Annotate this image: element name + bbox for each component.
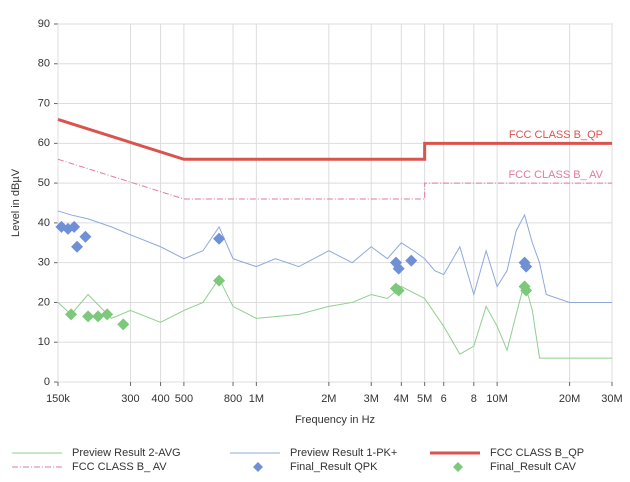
x-tick-label: 20M [559, 393, 580, 405]
x-tick-label: 4M [394, 393, 409, 405]
point [71, 240, 84, 253]
x-tick-label: 5M [417, 393, 432, 405]
x-tick-label: 3M [364, 393, 379, 405]
y-tick-label: 50 [38, 177, 50, 189]
legend-marker [253, 462, 263, 472]
point [117, 318, 130, 331]
point [68, 220, 81, 233]
point [65, 308, 78, 321]
legend-label: Preview Result 2-AVG [72, 447, 181, 459]
x-tick-label: 6 [441, 393, 447, 405]
point [520, 284, 533, 297]
y-tick-label: 30 [38, 257, 50, 269]
series-line [57, 277, 612, 359]
y-tick-label: 40 [38, 217, 50, 229]
plot-area [57, 23, 613, 383]
y-tick-label: 0 [44, 376, 50, 388]
legend-label: Final_Result QPK [290, 461, 378, 473]
point [82, 310, 95, 323]
y-tick-label: 60 [38, 137, 50, 149]
x-tick-label: 500 [175, 393, 193, 405]
point [392, 284, 405, 297]
legend-label: FCC CLASS B_QP [490, 447, 584, 459]
x-tick-label: 30M [601, 393, 622, 405]
x-tick-label: 800 [224, 393, 242, 405]
x-tick-label: 8 [471, 393, 477, 405]
y-axis-label: Level in dBµV [10, 168, 22, 237]
x-tick-label: 300 [121, 393, 139, 405]
annotation: FCC CLASS B_ AV [508, 169, 603, 181]
point [101, 308, 114, 321]
legend-label: Final_Result CAV [490, 461, 577, 473]
x-tick-label: 400 [151, 393, 169, 405]
series-line [57, 118, 612, 161]
y-tick-label: 70 [38, 97, 50, 109]
x-tick-label: 2M [321, 393, 336, 405]
point [392, 262, 405, 275]
annotation: FCC CLASS B_QP [509, 129, 603, 141]
point [213, 274, 226, 287]
y-tick-label: 10 [38, 336, 50, 348]
legend-marker [453, 462, 463, 472]
point [520, 260, 533, 273]
y-tick-label: 90 [38, 18, 50, 30]
x-tick-label: 1M [249, 393, 264, 405]
point [405, 254, 418, 267]
x-axis-label: Frequency in Hz [295, 414, 375, 426]
point [213, 232, 226, 245]
x-tick-label: 10M [486, 393, 507, 405]
series-line [57, 210, 612, 303]
series-line [57, 158, 612, 200]
point [79, 230, 92, 243]
y-tick-label: 80 [38, 58, 50, 70]
legend-label: Preview Result 1-PK+ [290, 447, 397, 459]
y-tick-label: 20 [38, 296, 50, 308]
point [92, 310, 105, 323]
x-tick-label: 150k [46, 393, 70, 405]
legend-label: FCC CLASS B_ AV [72, 461, 167, 473]
